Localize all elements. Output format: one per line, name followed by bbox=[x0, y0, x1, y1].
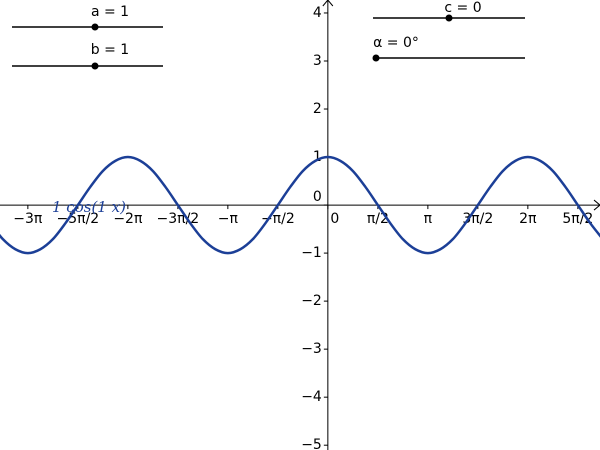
x-tick-label: π bbox=[424, 211, 433, 227]
x-axis-arrow bbox=[593, 199, 600, 211]
slider-label: c = 0 bbox=[444, 0, 481, 16]
x-tick-label: −3π bbox=[13, 211, 43, 227]
x-tick-label: −5π/2 bbox=[57, 211, 100, 227]
y-tick-label: −3 bbox=[301, 341, 322, 357]
slider[interactable]: α = 0° bbox=[372, 35, 526, 62]
y-tick-label: 3 bbox=[313, 53, 322, 69]
x-tick-label: π/2 bbox=[367, 211, 389, 227]
y-axis-arrow bbox=[322, 0, 334, 7]
slider-handle[interactable] bbox=[445, 14, 453, 22]
x-tick-label: −π/2 bbox=[261, 211, 295, 227]
function-curve bbox=[0, 155, 600, 255]
curve-label: 1 cos(1 x) bbox=[52, 198, 126, 216]
y-tick-label: 0 bbox=[313, 189, 322, 205]
slider[interactable]: b = 1 bbox=[12, 42, 163, 70]
x-tick-label: −2π bbox=[113, 211, 143, 227]
y-tick-label: −5 bbox=[301, 437, 322, 450]
slider-handle[interactable] bbox=[372, 54, 380, 62]
slider-handle[interactable] bbox=[91, 62, 99, 70]
slider[interactable]: c = 0 bbox=[373, 0, 525, 22]
x-tick-label: 0 bbox=[330, 211, 339, 227]
slider-handle[interactable] bbox=[91, 23, 99, 31]
x-tick-label: −3π/2 bbox=[157, 211, 200, 227]
x-tick-label: 2π bbox=[519, 211, 537, 227]
y-tick-label: −2 bbox=[301, 293, 322, 309]
x-tick-label: −π bbox=[218, 211, 239, 227]
slider-label: b = 1 bbox=[91, 42, 129, 58]
slider-label: α = 0° bbox=[373, 35, 419, 51]
slider[interactable]: a = 1 bbox=[12, 4, 163, 31]
slider-label: a = 1 bbox=[91, 4, 129, 20]
y-tick-label: −1 bbox=[301, 245, 322, 261]
y-tick-label: 1 bbox=[313, 149, 322, 165]
y-tick-label: 4 bbox=[313, 5, 322, 21]
y-tick-label: −4 bbox=[301, 389, 322, 405]
y-tick-label: 2 bbox=[313, 101, 322, 117]
